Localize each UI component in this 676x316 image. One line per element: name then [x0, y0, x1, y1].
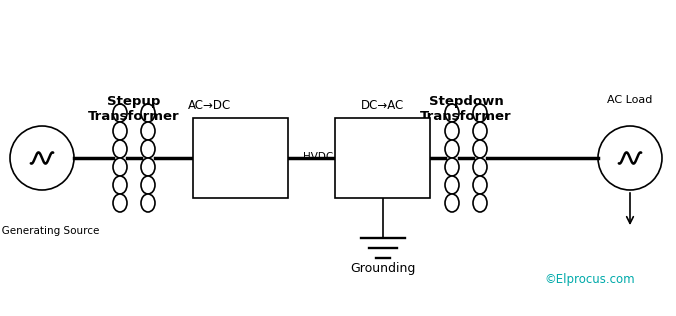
Text: Grounding: Grounding — [350, 262, 416, 275]
Ellipse shape — [473, 122, 487, 140]
Ellipse shape — [473, 140, 487, 158]
Ellipse shape — [445, 104, 459, 122]
Text: HVDC: HVDC — [303, 152, 333, 162]
Bar — [335, 118, 430, 198]
Ellipse shape — [141, 176, 155, 194]
Bar — [193, 118, 288, 198]
Ellipse shape — [445, 140, 459, 158]
Ellipse shape — [113, 104, 127, 122]
Text: Inverter: Inverter — [352, 151, 414, 165]
Ellipse shape — [473, 104, 487, 122]
Text: Stepdown
Transformer: Stepdown Transformer — [420, 95, 512, 123]
Text: DC→AC: DC→AC — [362, 99, 405, 112]
Ellipse shape — [113, 158, 127, 176]
Ellipse shape — [141, 122, 155, 140]
Ellipse shape — [473, 176, 487, 194]
Ellipse shape — [113, 140, 127, 158]
Ellipse shape — [113, 176, 127, 194]
Ellipse shape — [141, 158, 155, 176]
Ellipse shape — [445, 176, 459, 194]
Ellipse shape — [141, 140, 155, 158]
Ellipse shape — [141, 104, 155, 122]
Ellipse shape — [445, 122, 459, 140]
Text: ©Elprocus.com: ©Elprocus.com — [545, 274, 635, 287]
Ellipse shape — [473, 158, 487, 176]
Text: Rectifier: Rectifier — [207, 151, 273, 165]
Ellipse shape — [113, 122, 127, 140]
Text: Stepup
Transformer: Stepup Transformer — [88, 95, 180, 123]
Ellipse shape — [445, 158, 459, 176]
Text: AC Load: AC Load — [607, 95, 653, 105]
Ellipse shape — [141, 194, 155, 212]
Ellipse shape — [473, 194, 487, 212]
Ellipse shape — [113, 194, 127, 212]
Ellipse shape — [445, 194, 459, 212]
Text: AC→DC: AC→DC — [189, 99, 232, 112]
Text: AC Generating Source: AC Generating Source — [0, 226, 99, 236]
